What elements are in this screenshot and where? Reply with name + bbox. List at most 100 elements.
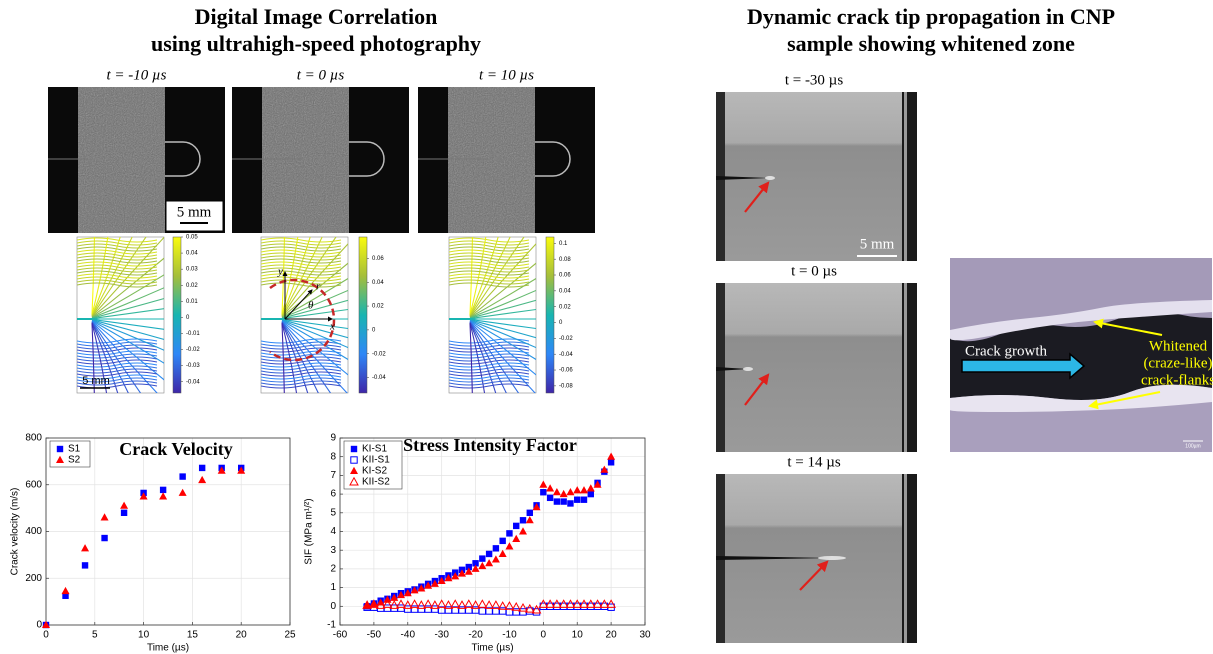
- data-point: [553, 498, 561, 505]
- contour-line: [261, 344, 342, 350]
- colorbar: [172, 236, 182, 394]
- contour-lines: [261, 237, 348, 393]
- data-point: [217, 466, 226, 474]
- data-point: [585, 599, 596, 608]
- contour-line: [77, 374, 158, 380]
- contour-line: [77, 353, 158, 359]
- plot-frame: [45, 437, 291, 626]
- contour-line: [261, 282, 342, 288]
- contour-line: [91, 237, 121, 316]
- contour-line: [281, 262, 348, 318]
- data-point: [369, 599, 379, 608]
- contour-line: [449, 282, 530, 288]
- contour-line: [469, 323, 473, 393]
- data-point: [525, 516, 534, 524]
- contour-line: [469, 321, 507, 393]
- contour-line: [281, 319, 348, 339]
- contour-line: [281, 237, 323, 317]
- contour-line: [91, 321, 129, 393]
- crack-arrow: [744, 373, 770, 406]
- data-point: [464, 567, 473, 575]
- data-point: [375, 600, 386, 609]
- data-point: [478, 561, 487, 570]
- data-point: [198, 475, 207, 484]
- data-point: [511, 602, 522, 611]
- x-tick-label: 0: [541, 630, 547, 641]
- x-tick-label: 30: [639, 630, 651, 641]
- data-point: [437, 576, 446, 585]
- contour-line: [91, 287, 164, 319]
- data-point: [485, 550, 493, 558]
- data-point: [389, 600, 400, 609]
- x-tick-label: 5: [92, 630, 98, 641]
- y-tick-label: -1: [327, 620, 336, 631]
- contour-line: [91, 323, 95, 393]
- contour-line: [261, 374, 342, 380]
- contour-line: [77, 365, 158, 371]
- data-point: [497, 601, 508, 610]
- contour-line: [77, 377, 158, 383]
- data-point: [390, 593, 399, 601]
- x-tick-label: -40: [401, 630, 416, 641]
- polar-symbol: y: [277, 266, 283, 278]
- colorbar: [358, 236, 368, 394]
- data-point: [458, 569, 466, 577]
- contour-line: [261, 255, 342, 261]
- legend-label: KI-S1: [362, 444, 387, 455]
- x-axis-label: Time (µs): [471, 643, 513, 654]
- data-point: [402, 600, 413, 609]
- contour-line: [77, 240, 158, 246]
- data-point: [471, 564, 480, 572]
- contour-line: [469, 289, 536, 319]
- contour-line: [77, 350, 158, 356]
- data-point: [430, 579, 439, 587]
- contour-line: [449, 383, 530, 389]
- crack: [716, 556, 832, 560]
- contour-line: [281, 323, 285, 393]
- contour-line: [261, 279, 342, 285]
- contour-line: [77, 273, 158, 279]
- x-tick-label: -30: [434, 630, 449, 641]
- colorbar-tick-label: 0.01: [186, 299, 198, 305]
- legend-label: KII-S1: [362, 455, 390, 466]
- scale-bar-label: 5 mm: [177, 204, 212, 220]
- data-point: [120, 501, 129, 509]
- data-point: [470, 600, 481, 609]
- data-point: [519, 527, 527, 535]
- contour-line: [77, 252, 158, 258]
- data-point: [178, 488, 187, 496]
- contour-line: [77, 344, 158, 350]
- contour-line: [281, 318, 348, 330]
- contour-line: [77, 282, 158, 288]
- y-tick-label: 200: [25, 573, 42, 584]
- data-point: [451, 572, 460, 580]
- data-point: [492, 545, 500, 552]
- colorbar-tick-label: 0: [372, 327, 376, 333]
- contour-line: [469, 319, 536, 349]
- polar-symbol: r: [316, 281, 321, 293]
- data-point: [139, 492, 148, 500]
- contour-line: [449, 353, 530, 359]
- photo-scale-label: 5 mm: [860, 236, 895, 252]
- scale-box: [165, 200, 224, 232]
- data-point: [600, 465, 609, 473]
- data-point: [587, 490, 594, 498]
- contour-line: [91, 274, 164, 318]
- contour-line: [261, 252, 342, 258]
- contour-line: [77, 261, 158, 267]
- contour-line: [469, 322, 486, 393]
- crack: [716, 367, 748, 371]
- contour-line: [261, 270, 342, 276]
- y-axis-label: SIF (MPa m¹/²): [304, 498, 315, 564]
- colorbar-tick-label: 0.03: [186, 267, 198, 273]
- contour-line: [281, 322, 298, 393]
- contour-line: [449, 276, 530, 282]
- data-point: [580, 496, 588, 503]
- contour-line: [77, 279, 158, 285]
- contour-line: [91, 322, 119, 393]
- data-point: [540, 489, 547, 496]
- data-point: [593, 480, 602, 488]
- contour-line: [261, 264, 342, 270]
- contour-line: [449, 359, 530, 365]
- data-point: [450, 599, 461, 608]
